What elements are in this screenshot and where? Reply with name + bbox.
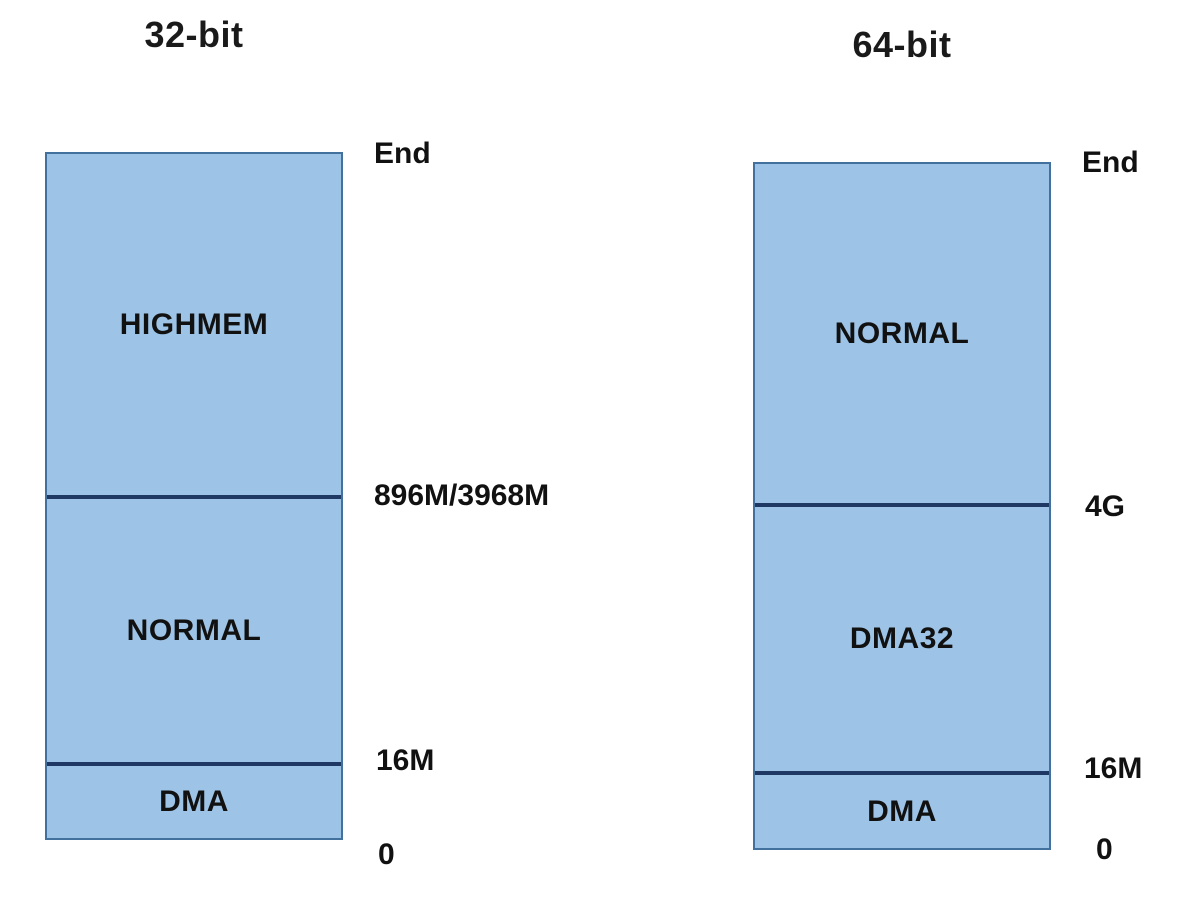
marker-end-32: End — [374, 137, 431, 170]
marker-16m-32: 16M — [376, 744, 435, 777]
marker-16m-64: 16M — [1084, 752, 1143, 785]
boundary-line-896m — [47, 495, 341, 499]
zone-dma-32-label: DMA — [159, 785, 229, 818]
zone-dma32: DMA32 — [755, 507, 1049, 771]
marker-zero-64: 0 — [1096, 833, 1113, 866]
zone-normal-64-label: NORMAL — [834, 316, 970, 350]
zone-normal-32-label: NORMAL — [126, 613, 262, 647]
zone-highmem-label: HIGHMEM — [119, 307, 269, 341]
zone-highmem: HIGHMEM — [47, 154, 341, 495]
column-title-64bit: 64-bit — [852, 24, 952, 65]
marker-zero-32: 0 — [378, 838, 395, 871]
marker-896m-3968m: 896M/3968M — [374, 479, 550, 512]
column-title-32bit: 32-bit — [144, 14, 244, 55]
zone-dma32-label: DMA32 — [849, 622, 955, 655]
zone-dma-32: DMA — [47, 766, 341, 838]
marker-end-64: End — [1082, 146, 1139, 179]
zone-normal-32: NORMAL — [47, 499, 341, 762]
marker-4g: 4G — [1085, 490, 1126, 523]
boundary-line-4g — [755, 503, 1049, 507]
zone-dma-64: DMA — [755, 775, 1049, 848]
boundary-line-16m-64 — [755, 771, 1049, 775]
zone-stack-64bit: NORMAL DMA32 DMA — [753, 162, 1051, 850]
zone-dma-64-label: DMA — [867, 794, 937, 828]
zone-stack-32bit: HIGHMEM NORMAL DMA — [45, 152, 343, 840]
boundary-line-16m-32 — [47, 762, 341, 766]
zone-normal-64: NORMAL — [755, 164, 1049, 503]
